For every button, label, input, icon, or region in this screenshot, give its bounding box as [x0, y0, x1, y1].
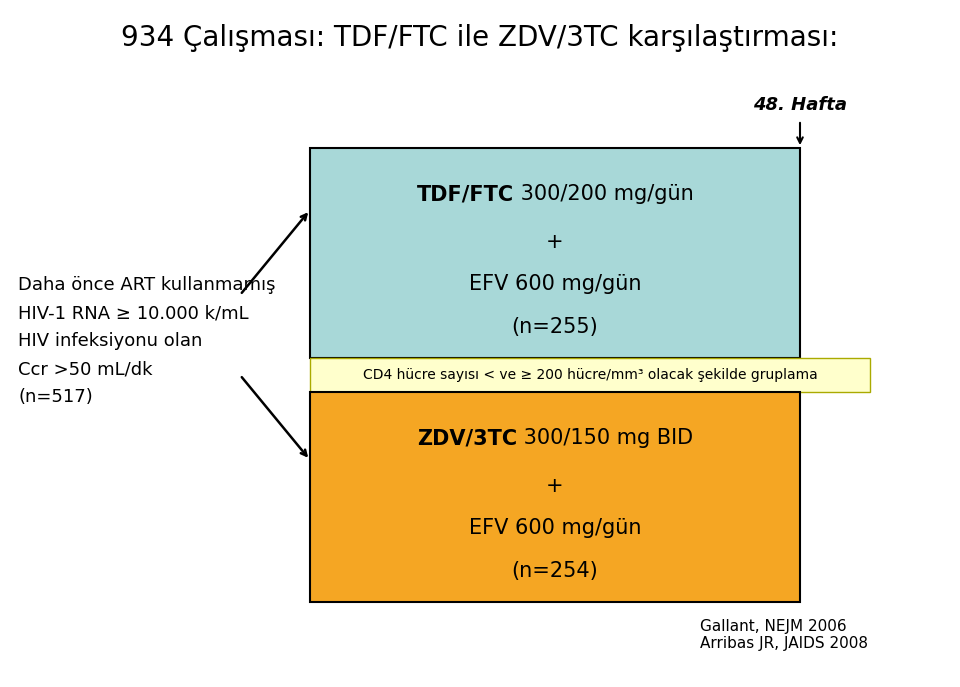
Text: EFV 600 mg/gün: EFV 600 mg/gün	[468, 275, 641, 295]
Text: Gallant, NEJM 2006
Arribas JR, JAIDS 2008: Gallant, NEJM 2006 Arribas JR, JAIDS 200…	[700, 619, 868, 651]
FancyBboxPatch shape	[310, 148, 800, 358]
Text: TDF/FTC: TDF/FTC	[417, 184, 514, 204]
FancyBboxPatch shape	[310, 358, 870, 392]
Text: (n=517): (n=517)	[18, 388, 93, 406]
Text: 300/150 mg BID: 300/150 mg BID	[517, 428, 693, 448]
Text: +: +	[546, 477, 564, 497]
Text: +: +	[546, 232, 564, 253]
Text: EFV 600 mg/gün: EFV 600 mg/gün	[468, 519, 641, 539]
Text: (n=255): (n=255)	[512, 317, 598, 337]
Text: HIV-1 RNA ≥ 10.000 k/mL: HIV-1 RNA ≥ 10.000 k/mL	[18, 304, 249, 322]
Text: (n=254): (n=254)	[512, 561, 598, 581]
Text: HIV infeksiyonu olan: HIV infeksiyonu olan	[18, 332, 203, 350]
Text: 300/200 mg/gün: 300/200 mg/gün	[514, 184, 693, 204]
Text: CD4 hücre sayısı < ve ≥ 200 hücre/mm³ olacak şekilde gruplama: CD4 hücre sayısı < ve ≥ 200 hücre/mm³ ol…	[363, 368, 817, 382]
Text: 48. Hafta: 48. Hafta	[753, 96, 847, 114]
FancyBboxPatch shape	[310, 392, 800, 602]
Text: 934 Çalışması: TDF/FTC ile ZDV/3TC karşılaştırması:: 934 Çalışması: TDF/FTC ile ZDV/3TC karşı…	[121, 24, 839, 52]
Text: Daha önce ART kullanmamış: Daha önce ART kullanmamış	[18, 276, 276, 294]
Text: Ccr >50 mL/dk: Ccr >50 mL/dk	[18, 360, 153, 378]
Text: ZDV/3TC: ZDV/3TC	[417, 428, 517, 448]
